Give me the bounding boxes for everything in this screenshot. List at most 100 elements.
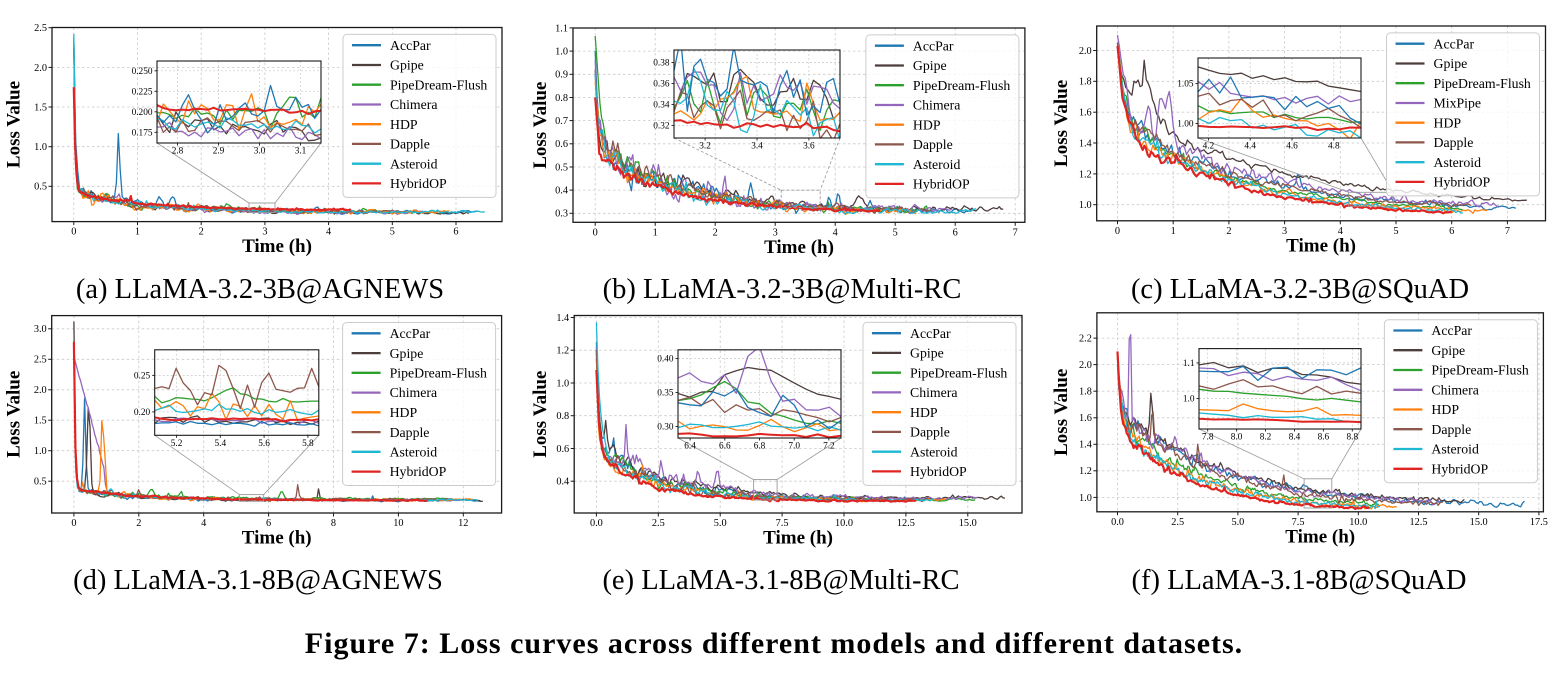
svg-text:12.5: 12.5: [1409, 517, 1427, 528]
svg-text:0.8: 0.8: [556, 411, 569, 422]
svg-text:4.6: 4.6: [1286, 142, 1298, 152]
svg-text:7.5: 7.5: [1292, 517, 1305, 528]
svg-text:10.0: 10.0: [1349, 517, 1367, 528]
svg-text:15.0: 15.0: [1470, 517, 1488, 528]
svg-text:3.2: 3.2: [699, 142, 711, 152]
svg-text:10: 10: [393, 518, 403, 529]
svg-text:12.5: 12.5: [897, 518, 915, 529]
svg-text:2.8: 2.8: [172, 147, 184, 157]
svg-text:1.0: 1.0: [556, 378, 569, 389]
svg-text:1.1: 1.1: [1183, 359, 1195, 369]
svg-text:Gpipe: Gpipe: [1434, 56, 1468, 71]
svg-text:Loss Value: Loss Value: [1051, 80, 1072, 167]
svg-text:0.4: 0.4: [555, 186, 568, 197]
svg-text:6.4: 6.4: [684, 442, 696, 452]
svg-text:5.8: 5.8: [302, 439, 314, 449]
svg-text:3: 3: [1282, 226, 1287, 237]
svg-text:6: 6: [453, 227, 458, 238]
svg-text:(e) LLaMA-3.1-8B@Multi-RC: (e) LLaMA-3.1-8B@Multi-RC: [602, 565, 959, 596]
svg-text:0.5: 0.5: [34, 477, 47, 488]
svg-text:2.0: 2.0: [1079, 360, 1092, 371]
svg-text:(c) LLaMA-3.2-3B@SQuAD: (c) LLaMA-3.2-3B@SQuAD: [1131, 274, 1469, 305]
svg-text:7.2: 7.2: [823, 442, 835, 452]
svg-text:PipeDream-Flush: PipeDream-Flush: [913, 78, 1010, 93]
svg-text:MixPipe: MixPipe: [1434, 96, 1482, 111]
svg-text:Gpipe: Gpipe: [1431, 343, 1465, 358]
svg-text:10.0: 10.0: [835, 518, 853, 529]
svg-text:Chimera: Chimera: [390, 97, 438, 112]
svg-text:HDP: HDP: [390, 117, 418, 132]
svg-text:8.2: 8.2: [1260, 433, 1272, 443]
svg-text:HybridOP: HybridOP: [1434, 175, 1491, 190]
svg-text:1.4: 1.4: [1079, 440, 1092, 451]
svg-text:15.0: 15.0: [959, 518, 977, 529]
svg-text:4.2: 4.2: [1203, 142, 1215, 152]
svg-text:1.4: 1.4: [1079, 138, 1092, 149]
svg-text:0.5: 0.5: [34, 182, 47, 193]
svg-text:1.2: 1.2: [1079, 169, 1092, 180]
svg-text:2.0: 2.0: [34, 63, 47, 74]
svg-text:HybridOP: HybridOP: [913, 177, 970, 192]
svg-text:1.1: 1.1: [555, 23, 568, 34]
svg-text:PipeDream-Flush: PipeDream-Flush: [1431, 363, 1528, 378]
svg-text:0.4: 0.4: [556, 477, 569, 488]
svg-text:5: 5: [893, 227, 898, 238]
svg-text:3.6: 3.6: [803, 142, 815, 152]
svg-text:0.0: 0.0: [590, 518, 603, 529]
svg-text:Dapple: Dapple: [913, 137, 953, 152]
svg-text:0.25: 0.25: [134, 372, 151, 382]
svg-text:Asteroid: Asteroid: [910, 444, 958, 459]
svg-text:0.8: 0.8: [555, 93, 568, 104]
svg-text:Gpipe: Gpipe: [390, 58, 424, 73]
svg-text:1.8: 1.8: [1079, 387, 1092, 398]
svg-text:2: 2: [199, 227, 204, 238]
svg-text:0.30: 0.30: [657, 423, 674, 433]
svg-text:6.6: 6.6: [719, 442, 731, 452]
svg-text:AccPar: AccPar: [913, 38, 954, 53]
svg-text:3.0: 3.0: [254, 147, 266, 157]
svg-text:1.4: 1.4: [556, 313, 569, 324]
svg-text:7.0: 7.0: [788, 442, 800, 452]
svg-text:2: 2: [713, 227, 718, 238]
svg-text:2.5: 2.5: [1171, 517, 1184, 528]
svg-text:1.05: 1.05: [1177, 80, 1194, 90]
svg-text:1.8: 1.8: [1079, 77, 1092, 88]
svg-text:Figure 7: Loss curves across d: Figure 7: Loss curves across different m…: [305, 627, 1243, 660]
svg-text:0: 0: [71, 227, 76, 238]
svg-text:6: 6: [266, 518, 271, 529]
svg-text:0.5: 0.5: [555, 162, 568, 173]
svg-text:0.225: 0.225: [132, 87, 153, 97]
svg-text:2.9: 2.9: [213, 147, 225, 157]
svg-text:Loss Value: Loss Value: [4, 81, 25, 168]
svg-text:Chimera: Chimera: [1431, 382, 1479, 397]
svg-text:Asteroid: Asteroid: [390, 445, 438, 460]
svg-text:Gpipe: Gpipe: [910, 346, 944, 361]
svg-text:Time (h): Time (h): [763, 528, 833, 549]
svg-text:0.35: 0.35: [657, 389, 674, 399]
svg-text:5.2: 5.2: [171, 439, 183, 449]
svg-text:Loss Value: Loss Value: [530, 82, 551, 169]
svg-text:1.5: 1.5: [34, 416, 47, 427]
svg-text:0.250: 0.250: [132, 67, 153, 77]
svg-text:8.8: 8.8: [1346, 433, 1358, 443]
svg-text:(f) LLaMA-3.1-8B@SQuAD: (f) LLaMA-3.1-8B@SQuAD: [1132, 565, 1467, 596]
svg-text:Dapple: Dapple: [390, 425, 430, 440]
svg-text:0.36: 0.36: [653, 80, 670, 90]
svg-text:Gpipe: Gpipe: [913, 58, 947, 73]
svg-text:3: 3: [262, 227, 267, 238]
svg-text:0.200: 0.200: [132, 108, 153, 118]
svg-text:2: 2: [1226, 226, 1231, 237]
svg-text:0: 0: [1115, 226, 1120, 237]
svg-text:2.5: 2.5: [34, 355, 47, 366]
svg-text:HybridOP: HybridOP: [910, 464, 967, 479]
svg-text:0: 0: [593, 227, 598, 238]
svg-text:HDP: HDP: [910, 405, 938, 420]
svg-text:2.0: 2.0: [34, 385, 47, 396]
svg-text:0.3: 0.3: [555, 209, 568, 220]
svg-text:5.0: 5.0: [1231, 517, 1244, 528]
svg-text:12: 12: [458, 518, 468, 529]
svg-text:Loss Value: Loss Value: [4, 371, 25, 458]
svg-text:Chimera: Chimera: [390, 385, 438, 400]
svg-text:AccPar: AccPar: [1431, 323, 1472, 338]
svg-text:Time (h): Time (h): [1285, 526, 1355, 547]
